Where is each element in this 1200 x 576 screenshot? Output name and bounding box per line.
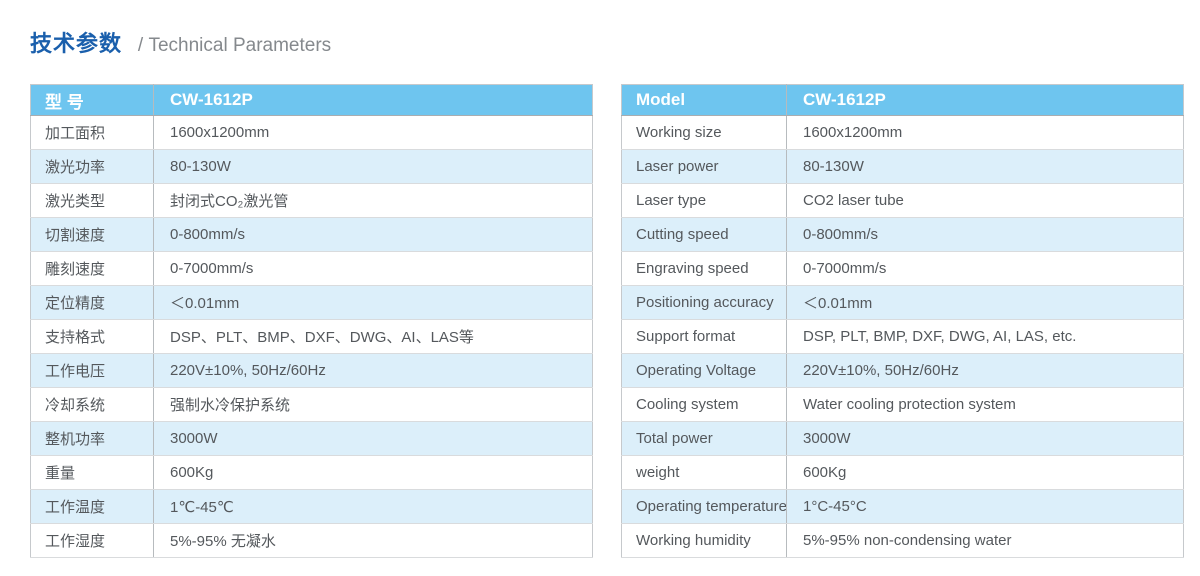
param-cell: 定位精度 bbox=[30, 285, 154, 320]
param-cell: Engraving speed bbox=[621, 251, 787, 286]
value-cell: 80-130W bbox=[153, 149, 593, 184]
value-cell: Water cooling protection system bbox=[786, 387, 1184, 422]
param-cell: 工作电压 bbox=[30, 353, 154, 388]
table-row: Working size 1600x1200mm bbox=[621, 115, 1184, 150]
param-cell: Laser power bbox=[621, 149, 787, 184]
page-title-chinese: 技术参数 bbox=[30, 31, 123, 56]
param-cell: Cutting speed bbox=[621, 217, 787, 252]
table-row: 支持格式 DSP、PLT、BMP、DXF、DWG、AI、LAS等 bbox=[30, 319, 593, 354]
value-cell: 1℃-45℃ bbox=[153, 489, 593, 524]
table-row: 定位精度 ＜0.01mm bbox=[30, 285, 593, 320]
value-cell: 5%-95% 无凝水 bbox=[153, 523, 593, 558]
param-cell: 支持格式 bbox=[30, 319, 154, 354]
param-cell: Operating temperature bbox=[621, 489, 787, 524]
page-title: 技术参数 / Technical Parameters bbox=[30, 25, 1200, 61]
value-cell: 强制水冷保护系统 bbox=[153, 387, 593, 422]
value-cell: 封闭式CO₂激光管 bbox=[153, 183, 593, 218]
value-cell: DSP, PLT, BMP, DXF, DWG, AI, LAS, etc. bbox=[786, 319, 1184, 354]
param-cell: 冷却系统 bbox=[30, 387, 154, 422]
table-row: 激光类型 封闭式CO₂激光管 bbox=[30, 183, 593, 218]
spec-tables-container: 型 号 CW-1612P 加工面积 1600x1200mm 激光功率 80-130W 激光类… bbox=[30, 84, 1200, 558]
param-cell: 重量 bbox=[30, 455, 154, 490]
table-row: Operating temperature 1°C-45°C bbox=[621, 489, 1184, 524]
table-row: Positioning accuracy ＜0.01mm bbox=[621, 285, 1184, 320]
table-row: Cooling system Water cooling protection s… bbox=[621, 387, 1184, 422]
param-cell: Operating Voltage bbox=[621, 353, 787, 388]
value-cell: 0-7000mm/s bbox=[153, 251, 593, 286]
param-cell: Total power bbox=[621, 421, 787, 456]
param-cell: Working humidity bbox=[621, 523, 787, 558]
param-cell: 工作温度 bbox=[30, 489, 154, 524]
table-row: Laser type CO2 laser tube bbox=[621, 183, 1184, 218]
table-header-row: 型 号 CW-1612P bbox=[30, 84, 593, 116]
value-cell: 80-130W bbox=[786, 149, 1184, 184]
table-row: 工作温度 1℃-45℃ bbox=[30, 489, 593, 524]
value-cell: DSP、PLT、BMP、DXF、DWG、AI、LAS等 bbox=[153, 319, 593, 354]
param-cell: 整机功率 bbox=[30, 421, 154, 456]
table-row: Support format DSP, PLT, BMP, DXF, DWG, A… bbox=[621, 319, 1184, 354]
table-row: Total power 3000W bbox=[621, 421, 1184, 456]
value-cell: ＜0.01mm bbox=[153, 285, 593, 320]
value-cell: 600Kg bbox=[153, 455, 593, 490]
table-row: 切割速度 0-800mm/s bbox=[30, 217, 593, 252]
param-cell: 激光类型 bbox=[30, 183, 154, 218]
spec-table-english: Model CW-1612P Working size 1600x1200mm Lase… bbox=[621, 84, 1184, 558]
table-row: 激光功率 80-130W bbox=[30, 149, 593, 184]
table-row: Engraving speed 0-7000mm/s bbox=[621, 251, 1184, 286]
param-cell: Working size bbox=[621, 115, 787, 150]
param-cell: Support format bbox=[621, 319, 787, 354]
value-cell: ＜0.01mm bbox=[786, 285, 1184, 320]
param-cell: Cooling system bbox=[621, 387, 787, 422]
value-cell: 3000W bbox=[786, 421, 1184, 456]
param-cell: 工作湿度 bbox=[30, 523, 154, 558]
table-row: 重量 600Kg bbox=[30, 455, 593, 490]
page-title-english: / Technical Parameters bbox=[137, 35, 332, 56]
value-cell: 3000W bbox=[153, 421, 593, 456]
header-value-cell: CW-1612P bbox=[786, 84, 1184, 116]
param-cell: Laser type bbox=[621, 183, 787, 218]
table-row: 工作湿度 5%-95% 无凝水 bbox=[30, 523, 593, 558]
header-param-cell: Model bbox=[621, 84, 787, 116]
table-row: 整机功率 3000W bbox=[30, 421, 593, 456]
param-cell: Positioning accuracy bbox=[621, 285, 787, 320]
value-cell: 0-800mm/s bbox=[153, 217, 593, 252]
param-cell: weight bbox=[621, 455, 787, 490]
table-row: Operating Voltage 220V±10%, 50Hz/60Hz bbox=[621, 353, 1184, 388]
table-row: 加工面积 1600x1200mm bbox=[30, 115, 593, 150]
header-param-cell: 型 号 bbox=[30, 84, 154, 116]
header-value-cell: CW-1612P bbox=[153, 84, 593, 116]
table-row: 雕刻速度 0-7000mm/s bbox=[30, 251, 593, 286]
value-cell: 1600x1200mm bbox=[153, 115, 593, 150]
table-row: Working humidity 5%-95% non-condensing wa… bbox=[621, 523, 1184, 558]
spec-table-chinese: 型 号 CW-1612P 加工面积 1600x1200mm 激光功率 80-130W 激光类… bbox=[30, 84, 593, 558]
param-cell: 激光功率 bbox=[30, 149, 154, 184]
table-row: Laser power 80-130W bbox=[621, 149, 1184, 184]
param-cell: 加工面积 bbox=[30, 115, 154, 150]
table-row: weight 600Kg bbox=[621, 455, 1184, 490]
value-cell: 0-7000mm/s bbox=[786, 251, 1184, 286]
value-cell: CO2 laser tube bbox=[786, 183, 1184, 218]
table-header-row: Model CW-1612P bbox=[621, 84, 1184, 116]
table-row: 工作电压 220V±10%, 50Hz/60Hz bbox=[30, 353, 593, 388]
value-cell: 5%-95% non-condensing water bbox=[786, 523, 1184, 558]
value-cell: 220V±10%, 50Hz/60Hz bbox=[153, 353, 593, 388]
value-cell: 1600x1200mm bbox=[786, 115, 1184, 150]
table-row: 冷却系统 强制水冷保护系统 bbox=[30, 387, 593, 422]
value-cell: 220V±10%, 50Hz/60Hz bbox=[786, 353, 1184, 388]
table-row: Cutting speed 0-800mm/s bbox=[621, 217, 1184, 252]
value-cell: 1°C-45°C bbox=[786, 489, 1184, 524]
value-cell: 600Kg bbox=[786, 455, 1184, 490]
param-cell: 雕刻速度 bbox=[30, 251, 154, 286]
param-cell: 切割速度 bbox=[30, 217, 154, 252]
value-cell: 0-800mm/s bbox=[786, 217, 1184, 252]
